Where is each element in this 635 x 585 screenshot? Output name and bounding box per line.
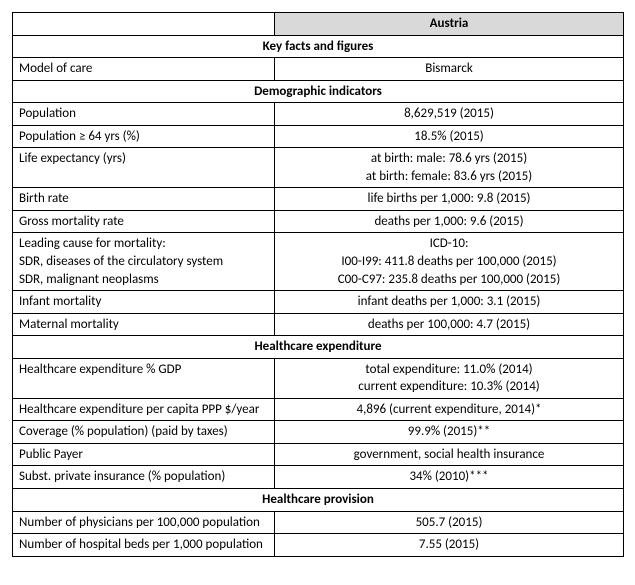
row-label: Healthcare expenditure per capita PPP $/… — [13, 398, 275, 421]
table-row: Number of physicians per 100,000 populat… — [13, 511, 624, 534]
table-row: Public Payer government, social health i… — [13, 443, 624, 466]
table-row: Life expectancy (yrs) at birth: male: 78… — [13, 148, 624, 188]
row-label: Gross mortality rate — [13, 210, 275, 233]
table-row: Healthcare expenditure % GDP total expen… — [13, 358, 624, 398]
row-value: 99.9% (2015)** — [275, 421, 624, 444]
row-label: Healthcare expenditure % GDP — [13, 358, 275, 398]
table-row: Population ≥ 64 yrs (%) 18.5% (2015) — [13, 125, 624, 148]
row-value: 4,896 (current expenditure, 2014)* — [275, 398, 624, 421]
row-label: Number of hospital beds per 1,000 popula… — [13, 534, 275, 557]
section-header-keyfacts: Key facts and figures — [13, 35, 624, 58]
row-value: at birth: male: 78.6 yrs (2015)at birth:… — [275, 148, 624, 188]
table-row: Population 8,629,519 (2015) — [13, 103, 624, 126]
country-facts-table: Austria Key facts and figures Model of c… — [12, 12, 624, 557]
table-row: Model of care Bismarck — [13, 58, 624, 81]
country-header: Austria — [275, 13, 624, 36]
row-value: 18.5% (2015) — [275, 125, 624, 148]
row-label: Number of physicians per 100,000 populat… — [13, 511, 275, 534]
section-header-expenditure: Healthcare expenditure — [13, 336, 624, 359]
row-value: ICD-10:I00-I99: 411.8 deaths per 100,000… — [275, 233, 624, 291]
table-row: Maternal mortality deaths per 100,000: 4… — [13, 313, 624, 336]
row-value: deaths per 1,000: 9.6 (2015) — [275, 210, 624, 233]
row-label: Leading cause for mortality:SDR, disease… — [13, 233, 275, 291]
row-label: Subst. private insurance (% population) — [13, 466, 275, 489]
table-row: Leading cause for mortality:SDR, disease… — [13, 233, 624, 291]
section-header-demographic: Demographic indicators — [13, 80, 624, 103]
table-row: Subst. private insurance (% population) … — [13, 466, 624, 489]
row-value: total expenditure: 11.0% (2014)current e… — [275, 358, 624, 398]
row-value: 505.7 (2015) — [275, 511, 624, 534]
row-value: 7.55 (2015) — [275, 534, 624, 557]
row-label: Life expectancy (yrs) — [13, 148, 275, 188]
table-row: Gross mortality rate deaths per 1,000: 9… — [13, 210, 624, 233]
row-value: deaths per 100,000: 4.7 (2015) — [275, 313, 624, 336]
section-header-provision: Healthcare provision — [13, 489, 624, 512]
row-value: life births per 1,000: 9.8 (2015) — [275, 188, 624, 211]
row-label: Model of care — [13, 58, 275, 81]
row-label: Coverage (% population) (paid by taxes) — [13, 421, 275, 444]
row-value: 34% (2010)*** — [275, 466, 624, 489]
row-value: government, social health insurance — [275, 443, 624, 466]
row-label: Population ≥ 64 yrs (%) — [13, 125, 275, 148]
row-label: Birth rate — [13, 188, 275, 211]
table-row: Coverage (% population) (paid by taxes) … — [13, 421, 624, 444]
table-row: Infant mortality infant deaths per 1,000… — [13, 291, 624, 314]
empty-corner-cell — [13, 13, 275, 36]
table-row: Number of hospital beds per 1,000 popula… — [13, 534, 624, 557]
row-label: Population — [13, 103, 275, 126]
row-label: Infant mortality — [13, 291, 275, 314]
table-row: Healthcare expenditure per capita PPP $/… — [13, 398, 624, 421]
row-value: infant deaths per 1,000: 3.1 (2015) — [275, 291, 624, 314]
row-value: 8,629,519 (2015) — [275, 103, 624, 126]
row-label: Public Payer — [13, 443, 275, 466]
table-row: Birth rate life births per 1,000: 9.8 (2… — [13, 188, 624, 211]
row-label: Maternal mortality — [13, 313, 275, 336]
row-value: Bismarck — [275, 58, 624, 81]
